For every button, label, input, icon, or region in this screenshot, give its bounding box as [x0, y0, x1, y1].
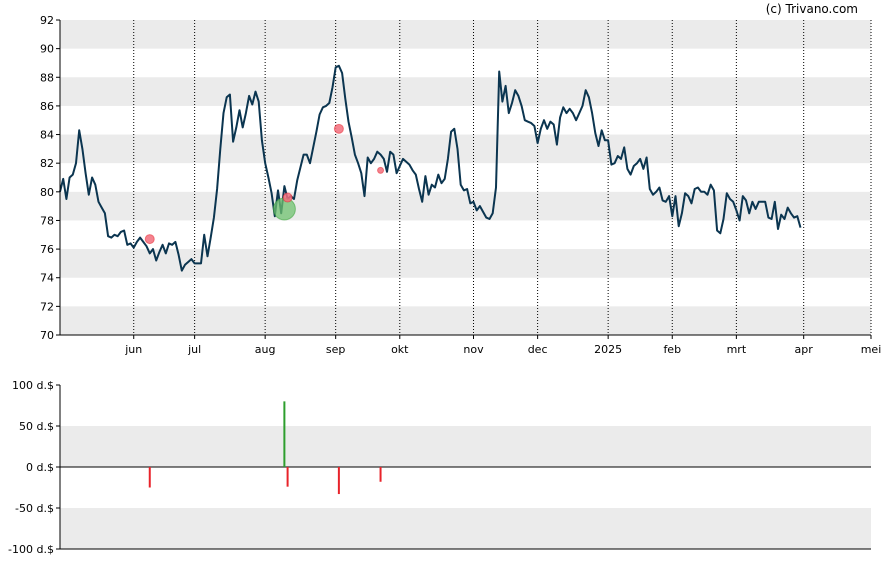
- price-grid-band: [60, 191, 871, 221]
- price-x-tick-label: 2025: [594, 343, 622, 356]
- price-grid-band: [60, 249, 871, 278]
- trade-markers: [144, 123, 385, 245]
- transactions-y-tick-label: -50 d.$: [15, 502, 54, 515]
- price-x-tick-label: apr: [795, 343, 814, 356]
- price-y-tick-label: 72: [40, 300, 54, 313]
- price-month-gridlines: [133, 20, 872, 335]
- sell-marker: [282, 192, 293, 203]
- price-x-tick-label: feb: [663, 343, 681, 356]
- transactions-grid-bands: [60, 426, 871, 549]
- price-y-tick-label: 70: [40, 329, 54, 342]
- sell-marker: [333, 123, 344, 134]
- transactions-y-tick-label: -100 d.$: [8, 543, 54, 556]
- price-y-tick-label: 88: [40, 71, 54, 84]
- transactions-y-axis-ticks: -100 d.$ -50 d.$ 0 d.$ 50 d.$ 100 d.$: [8, 379, 60, 556]
- price-x-tick-label: mrt: [727, 343, 747, 356]
- price-y-tick-label: 80: [40, 186, 54, 199]
- price-x-tick-label: jul: [187, 343, 201, 356]
- price-x-tick-label: nov: [463, 343, 484, 356]
- price-x-tick-label: aug: [255, 343, 276, 356]
- price-series-line: [59, 64, 802, 272]
- sell-marker: [377, 166, 385, 174]
- price-x-tick-label: jun: [124, 343, 142, 356]
- price-y-tick-label: 86: [40, 100, 54, 113]
- price-grid-bands: [60, 20, 871, 335]
- price-grid-band: [60, 20, 871, 49]
- transactions-grid-band: [60, 508, 871, 549]
- transactions-y-tick-label: 50 d.$: [19, 420, 54, 433]
- price-x-tick-label: okt: [391, 343, 409, 356]
- price-y-axis-ticks: 70 72 74 76 78 80 82 84 86 88 90 92: [40, 14, 60, 342]
- price-y-tick-label: 90: [40, 43, 54, 56]
- price-y-tick-label: 76: [40, 243, 54, 256]
- transactions-chart: -100 d.$ -50 d.$ 0 d.$ 50 d.$ 100 d.$: [8, 379, 871, 556]
- price-x-tick-label: mei: [861, 343, 882, 356]
- price-grid-band: [60, 77, 871, 106]
- price-x-tick-label: dec: [528, 343, 548, 356]
- price-y-tick-label: 92: [40, 14, 54, 27]
- transaction-bars: [148, 401, 382, 495]
- transactions-y-tick-label: 100 d.$: [12, 379, 54, 392]
- credit-text: (c) Trivano.com: [766, 2, 858, 16]
- price-chart: 70 72 74 76 78 80 82 84 86 88 90 92 jun jul aug sep okt…: [40, 14, 881, 356]
- transactions-grid-band: [60, 426, 871, 467]
- price-y-tick-label: 74: [40, 272, 54, 285]
- price-grid-band: [60, 306, 871, 335]
- transactions-y-tick-label: 0 d.$: [26, 461, 54, 474]
- price-x-tick-label: sep: [326, 343, 345, 356]
- price-y-tick-label: 82: [40, 157, 54, 170]
- sell-marker: [144, 234, 155, 245]
- price-y-tick-label: 78: [40, 214, 54, 227]
- price-y-tick-label: 84: [40, 129, 54, 142]
- price-grid-band: [60, 134, 871, 164]
- price-x-axis-ticks: jun jul aug sep okt nov dec 2025 feb mrt apr mei: [124, 335, 881, 356]
